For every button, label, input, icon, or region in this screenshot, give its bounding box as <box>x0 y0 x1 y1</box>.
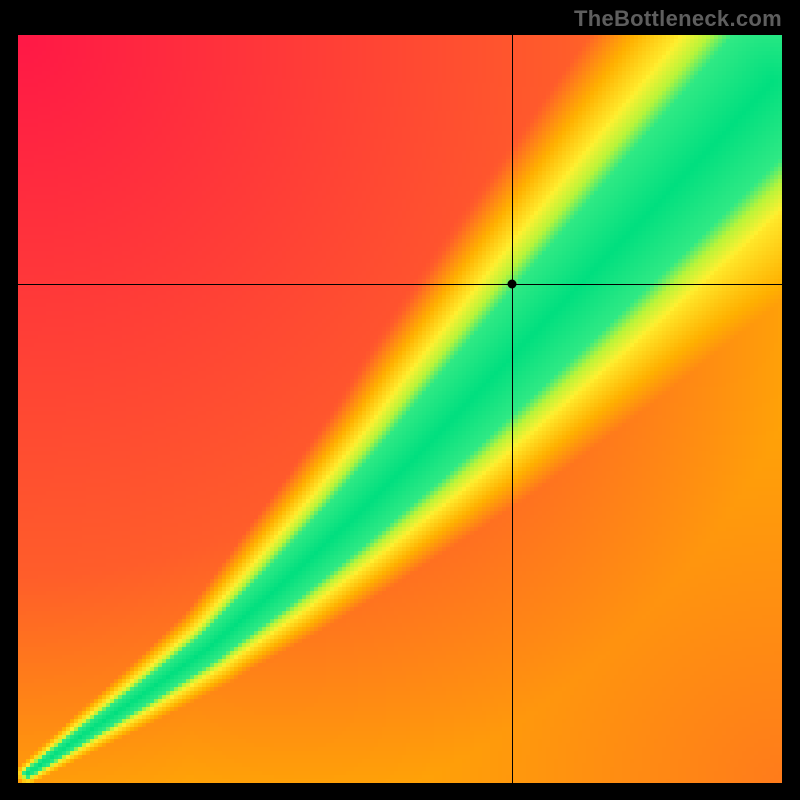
page-root: TheBottleneck.com <box>0 0 800 800</box>
bottleneck-heatmap <box>18 35 782 783</box>
heatmap-canvas <box>18 35 782 783</box>
watermark-text: TheBottleneck.com <box>574 6 782 32</box>
